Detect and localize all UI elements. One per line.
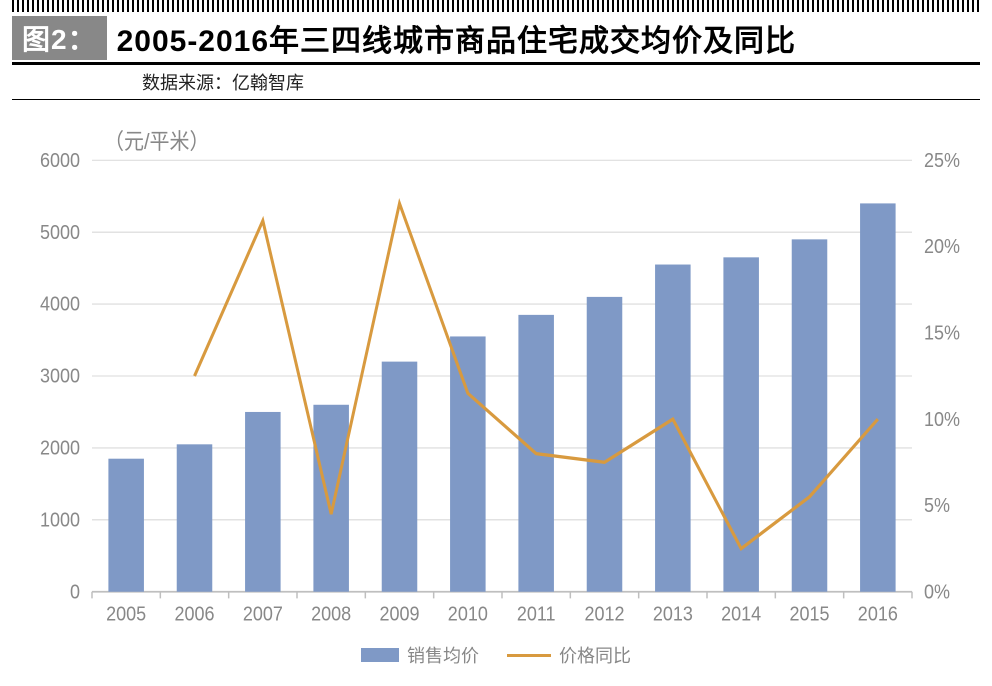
svg-text:2006: 2006 [174,604,214,626]
chart-area: 0 1000 2000 3000 4000 5000 6000 0% 5% 10% 15% 20% 25… [12,116,980,636]
svg-text:20%: 20% [924,236,960,258]
chart-svg: 0 1000 2000 3000 4000 5000 6000 0% 5% 10% 15% 20% 25… [12,116,980,636]
svg-text:2009: 2009 [379,604,419,626]
svg-text:（元/平米）: （元/平米） [104,129,209,154]
svg-text:0%: 0% [924,582,950,604]
svg-text:2011: 2011 [517,604,556,626]
bar [313,405,349,592]
svg-text:5%: 5% [924,495,950,517]
legend-bar-swatch [361,648,399,662]
svg-text:2015: 2015 [789,604,829,626]
bar [860,203,896,591]
svg-text:2005: 2005 [106,604,146,626]
legend-item-line: 价格同比 [507,642,631,668]
svg-text:2008: 2008 [311,604,351,626]
svg-text:2010: 2010 [448,604,488,626]
legend: 销售均价 价格同比 [12,642,980,668]
svg-text:3000: 3000 [40,366,80,388]
svg-text:2014: 2014 [721,604,761,626]
bar [382,362,418,592]
svg-text:25%: 25% [924,150,960,172]
svg-text:2007: 2007 [243,604,283,626]
figure-label: 图2： [12,16,107,60]
bar [245,412,281,592]
svg-text:2012: 2012 [584,604,624,626]
top-dotted-border [12,0,980,12]
bar [723,257,759,591]
bar [450,336,486,591]
legend-bar-label: 销售均价 [407,642,479,668]
svg-text:2013: 2013 [653,604,693,626]
chart-figure: 图2： 2005-2016年三四线城市商品住宅成交均价及同比 数据来源：亿翰智库… [0,0,992,686]
legend-line-swatch [507,654,551,657]
svg-text:2016: 2016 [858,604,898,626]
svg-text:10%: 10% [924,409,960,431]
svg-text:2000: 2000 [40,438,80,460]
bar [792,239,828,591]
svg-text:0: 0 [70,582,80,604]
legend-item-bar: 销售均价 [361,642,479,668]
figure-title: 2005-2016年三四线城市商品住宅成交均价及同比 [117,16,796,60]
bar [108,459,144,592]
svg-text:4000: 4000 [40,294,80,316]
svg-text:15%: 15% [924,323,960,345]
title-row: 图2： 2005-2016年三四线城市商品住宅成交均价及同比 [12,16,980,65]
svg-text:6000: 6000 [40,150,80,172]
svg-text:1000: 1000 [40,510,80,532]
legend-line-label: 价格同比 [559,642,631,668]
data-source: 数据来源：亿翰智库 [12,65,980,100]
bar [177,444,213,591]
svg-text:5000: 5000 [40,222,80,244]
bar [587,297,623,592]
